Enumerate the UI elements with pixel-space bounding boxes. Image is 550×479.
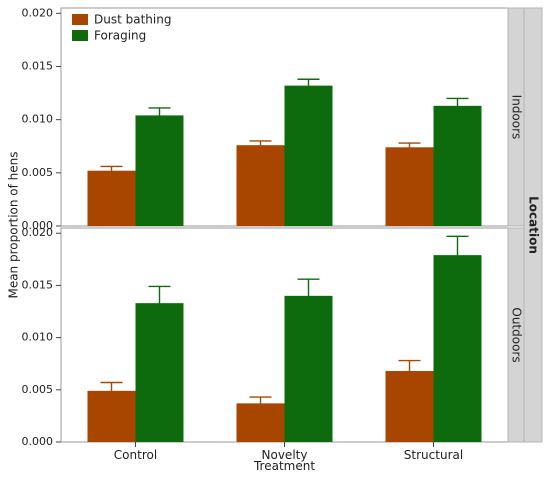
error-bar [398,359,421,383]
error-bar [100,381,123,400]
y-tick-label: 0.020 [22,6,54,19]
error-bar [100,165,123,176]
y-tick-label: 0.010 [22,113,54,126]
legend-swatch [72,14,88,25]
bar-foraging [433,255,482,442]
error-bar [148,107,171,123]
error-bar [148,285,171,321]
y-tick-label: 0.005 [22,166,54,179]
bar-dust-bathing [385,147,434,226]
legend-label: Foraging [94,29,146,43]
legend-swatch [72,30,88,41]
y-tick-label: 0.000 [22,435,54,448]
bar-dust-bathing [87,170,136,226]
panel-indoors: Indoors 0.000 0.005 0.010 0.015 0.020 [22,6,525,232]
outer-facet-label: Location [527,196,541,254]
error-bar [446,235,469,275]
y-tick-label: 0.005 [22,383,54,396]
facet-strip-label: Indoors [510,95,524,140]
error-bar [398,142,421,153]
panel-outdoors: Outdoors 0.000 0.005 0.010 0.015 0.020 [22,226,525,448]
bar-foraging [284,295,333,442]
legend: Dust bathing Foraging [72,13,171,43]
y-tick-label: 0.010 [22,331,54,344]
bar-foraging [284,85,333,226]
y-tick-label: 0.015 [22,278,54,291]
facet-strip-label: Outdoors [510,307,524,362]
error-bar [297,278,320,314]
bar-foraging [433,105,482,226]
x-tick-label: Control [114,448,157,462]
error-bar [297,78,320,94]
bar-foraging [135,115,184,226]
y-tick-label: 0.015 [22,59,54,72]
error-bar [249,140,272,151]
bar-dust-bathing [385,371,434,442]
x-axis-title: Treatment [253,459,315,473]
legend-label: Dust bathing [94,13,171,27]
x-tick-label: Structural [404,448,463,462]
x-tick-label: Novelty [262,448,308,462]
error-bar [249,396,272,411]
bar-foraging [135,303,184,442]
y-tick-label: 0.020 [22,226,54,239]
y-axis-title: Mean proportion of hens [7,151,21,298]
y-tick-label: 0.000 [22,219,54,232]
outer-facet-strip [523,7,543,443]
error-bar [446,97,469,113]
bar-dust-bathing [236,145,285,226]
